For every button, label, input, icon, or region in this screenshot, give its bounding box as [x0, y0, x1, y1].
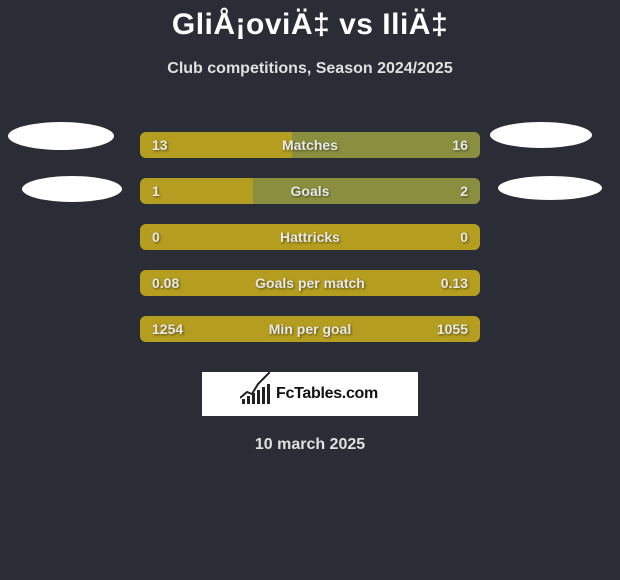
logo-bar-segment	[242, 399, 245, 404]
left-value: 0.08	[152, 275, 179, 291]
logo-bar-segment	[257, 390, 260, 404]
comparison-rows: 13 Matches 16 1 Goals 2 0 Hattricks 0 0.08 Goals p…	[0, 122, 620, 352]
right-value: 0	[460, 229, 468, 245]
stat-row: 0.08 Goals per match 0.13	[0, 260, 620, 306]
player-badge-ellipse	[490, 122, 592, 148]
metric-label: Goals	[291, 183, 330, 199]
player-badge-ellipse	[22, 176, 122, 202]
bar-wrapper: 0 Hattricks 0	[140, 224, 480, 250]
main-container: GliÅ¡oviÄ‡ vs IliÄ‡ Club competitions, S…	[0, 0, 620, 454]
left-value: 1	[152, 183, 160, 199]
bar-wrapper: 1 Goals 2	[140, 178, 480, 204]
metric-label: Goals per match	[255, 275, 365, 291]
footer-date: 10 march 2025	[0, 436, 620, 454]
player-badge-ellipse	[498, 176, 602, 200]
page-subtitle: Club competitions, Season 2024/2025	[0, 60, 620, 78]
logo-bar-segment	[252, 393, 255, 404]
right-value: 0.13	[441, 275, 468, 291]
logo-bar-segment	[267, 384, 270, 404]
player-badge-ellipse	[8, 122, 114, 150]
left-value: 0	[152, 229, 160, 245]
metric-label: Hattricks	[280, 229, 340, 245]
bar-chart-icon	[242, 384, 270, 404]
logo-bar-segment	[247, 396, 250, 404]
metric-label: Matches	[282, 137, 338, 153]
page-title: GliÅ¡oviÄ‡ vs IliÄ‡	[0, 8, 620, 42]
bar-wrapper: 0.08 Goals per match 0.13	[140, 270, 480, 296]
logo-box: FcTables.com	[202, 372, 418, 416]
stat-row: 1254 Min per goal 1055	[0, 306, 620, 352]
bar-wrapper: 1254 Min per goal 1055	[140, 316, 480, 342]
bar-wrapper: 13 Matches 16	[140, 132, 480, 158]
stat-row: 0 Hattricks 0	[0, 214, 620, 260]
logo-bar-segment	[262, 387, 265, 404]
right-value: 16	[452, 137, 468, 153]
right-value: 2	[460, 183, 468, 199]
left-value: 13	[152, 137, 168, 153]
metric-label: Min per goal	[269, 321, 351, 337]
logo-text: FcTables.com	[276, 385, 378, 403]
right-value: 1055	[437, 321, 468, 337]
left-value: 1254	[152, 321, 183, 337]
right-bar-fill	[253, 178, 480, 204]
trend-line-icon	[240, 372, 270, 402]
